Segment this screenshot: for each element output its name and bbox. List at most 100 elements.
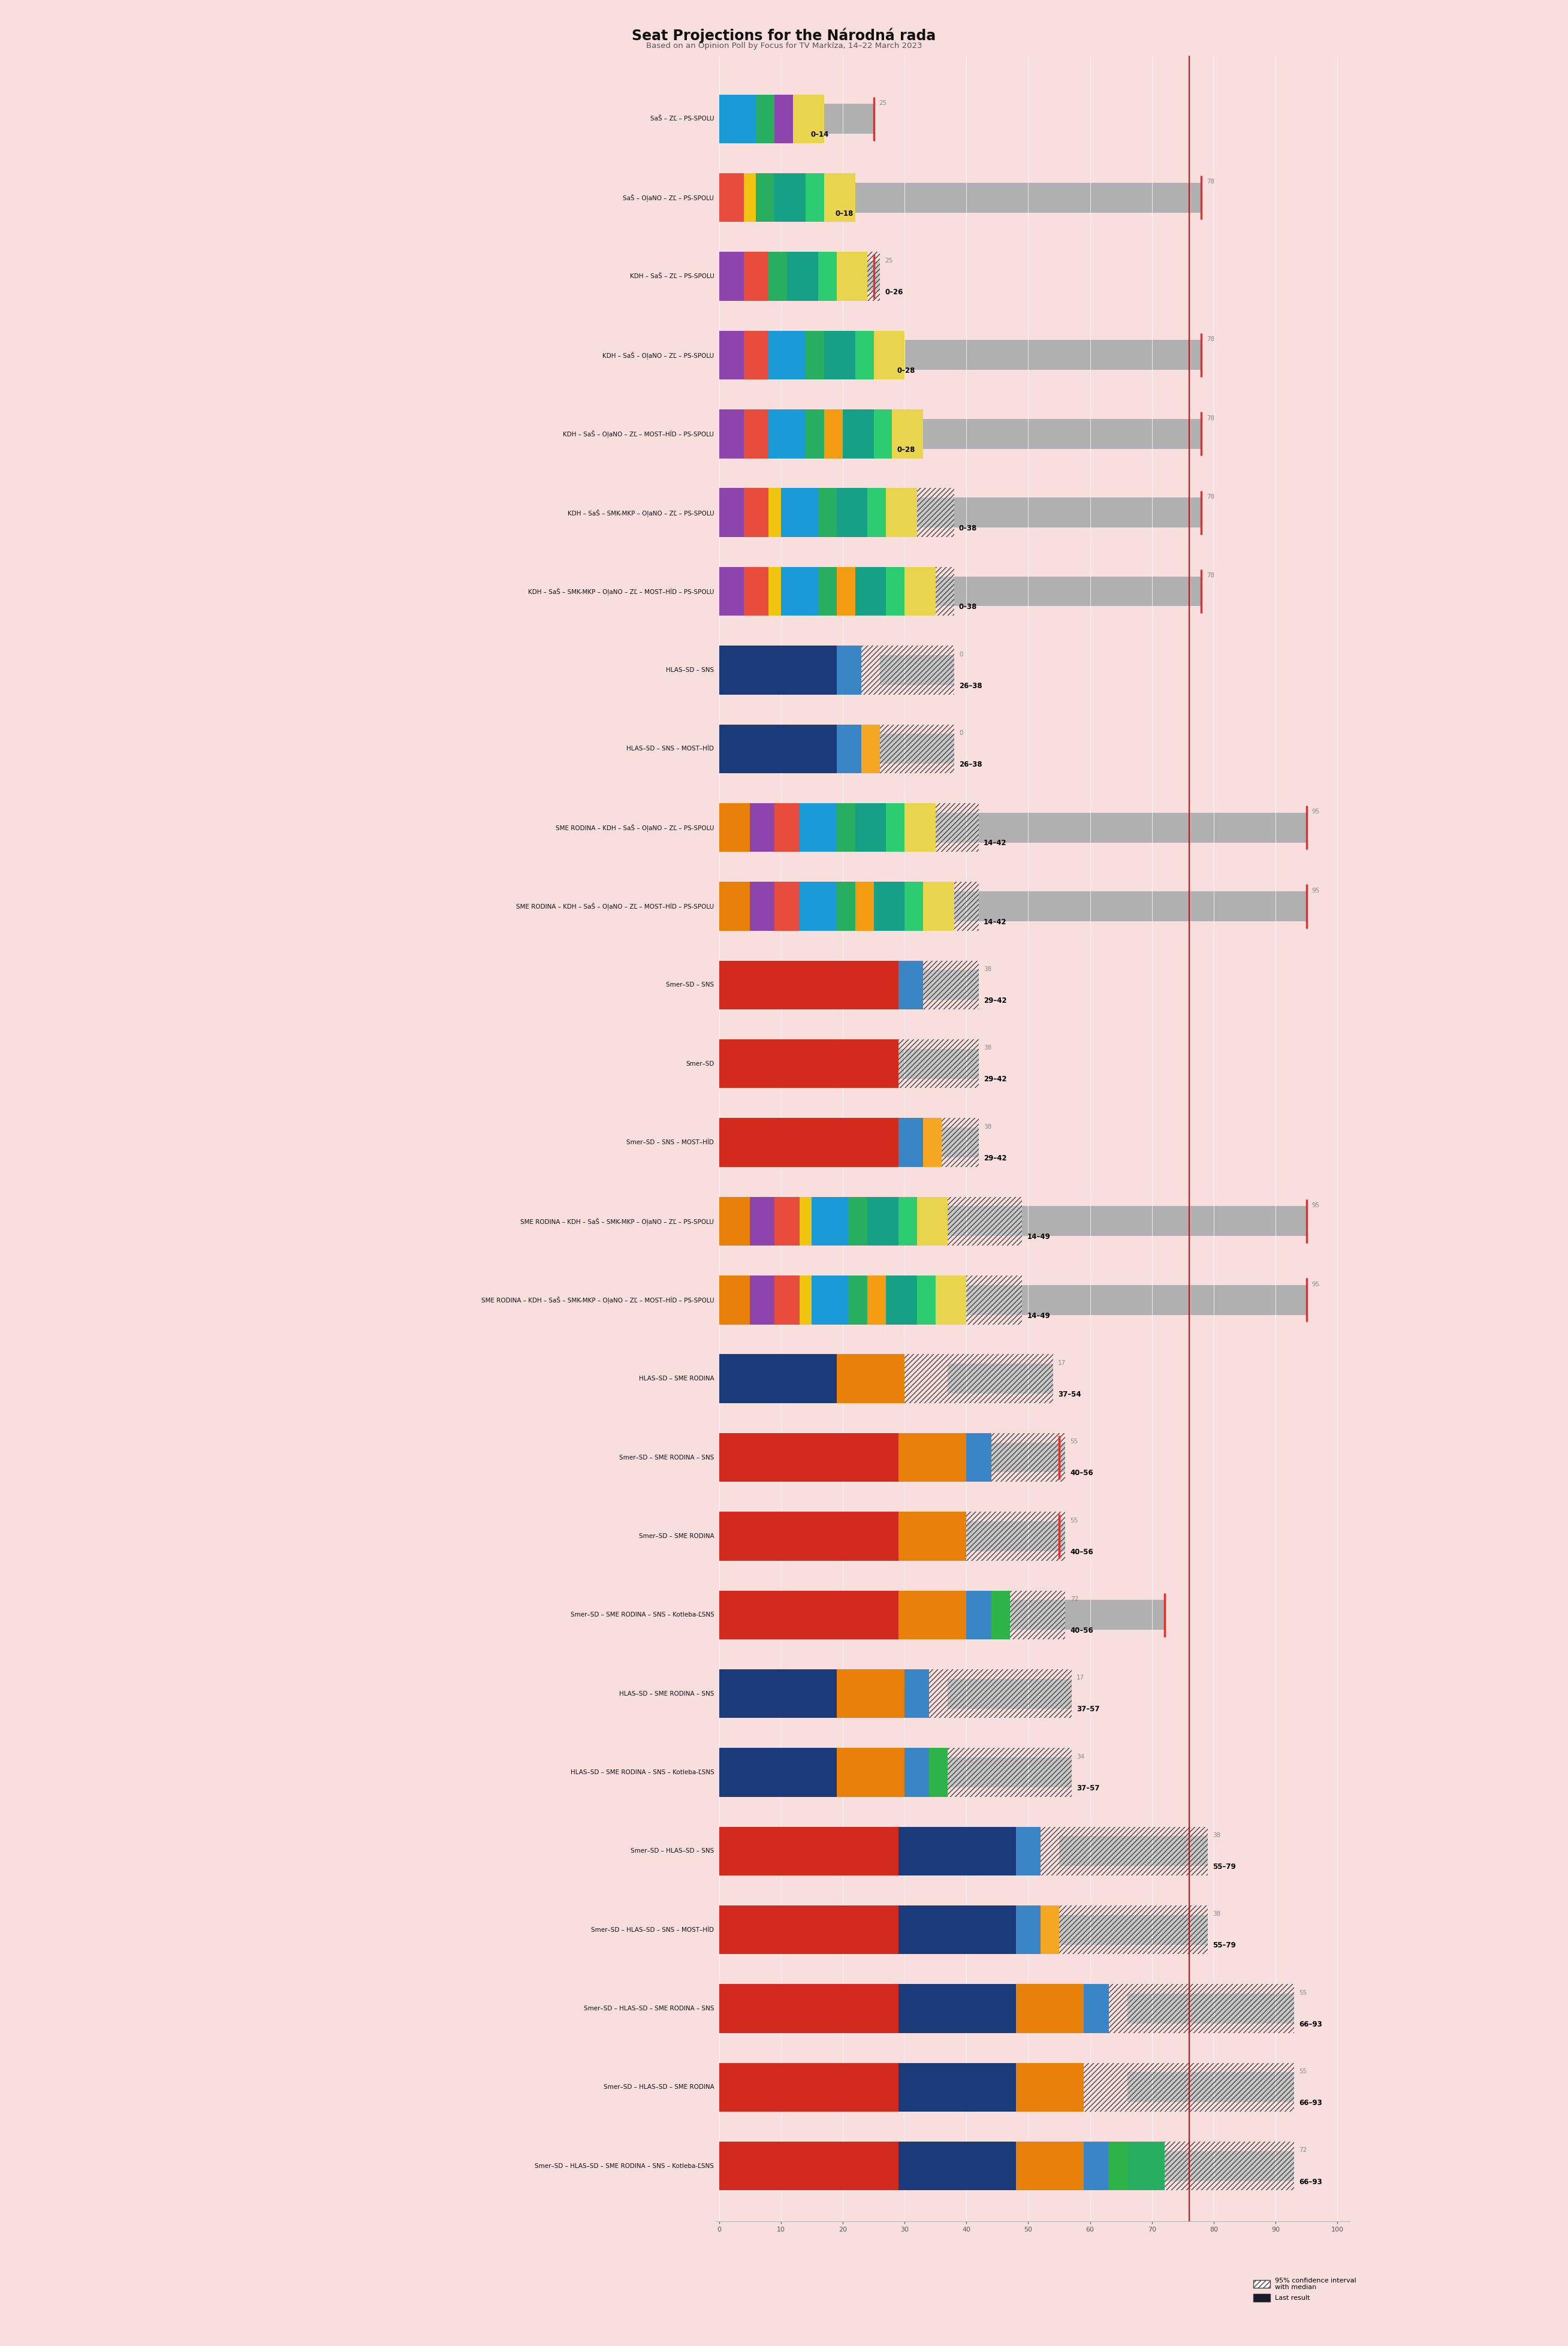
- Bar: [1109, 2142, 1127, 2191]
- Text: 55–79: 55–79: [1212, 1863, 1236, 1870]
- Bar: [720, 960, 898, 1009]
- Bar: [855, 568, 886, 615]
- Text: 78: 78: [1206, 415, 1214, 420]
- Bar: [720, 340, 892, 371]
- Text: HLAS–SD – SNS: HLAS–SD – SNS: [666, 666, 713, 673]
- Text: 0–38: 0–38: [960, 603, 977, 610]
- Text: 55: 55: [1071, 1518, 1079, 1523]
- Bar: [836, 1670, 905, 1717]
- Bar: [880, 734, 953, 765]
- Text: 25: 25: [878, 101, 886, 106]
- Bar: [886, 568, 905, 615]
- Bar: [898, 2062, 1016, 2111]
- Text: 78: 78: [1206, 178, 1214, 185]
- Text: KDH – SaŠ – SMK-MKP – OļaNO – ZĽ – PS-SPOLU: KDH – SaŠ – SMK-MKP – OļaNO – ZĽ – PS-SP…: [568, 509, 713, 516]
- Text: 95: 95: [1311, 809, 1319, 814]
- Bar: [720, 725, 836, 774]
- Text: Smer–SD – HLAS–SD – SME RODINA – SNS – Kotleba-ĽSNS: Smer–SD – HLAS–SD – SME RODINA – SNS – K…: [535, 2163, 713, 2170]
- Bar: [898, 2142, 1016, 2191]
- Bar: [800, 1276, 812, 1325]
- Bar: [750, 802, 775, 852]
- Bar: [720, 497, 953, 528]
- Text: 55: 55: [1300, 1989, 1308, 1996]
- Bar: [720, 411, 743, 457]
- Text: SME RODINA – KDH – SaŠ – SMK-MKP – OļaNO – ZĽ – PS-SPOLU: SME RODINA – KDH – SaŠ – SMK-MKP – OļaNO…: [521, 1218, 713, 1225]
- Bar: [898, 1039, 978, 1089]
- Bar: [930, 1748, 947, 1797]
- Text: 34: 34: [1077, 1752, 1085, 1759]
- Text: 37–57: 37–57: [1077, 1706, 1099, 1713]
- Bar: [775, 174, 806, 223]
- Bar: [836, 802, 855, 852]
- Bar: [991, 1433, 1065, 1483]
- Bar: [818, 568, 836, 615]
- Bar: [720, 1905, 898, 1954]
- Text: 95: 95: [1311, 887, 1319, 894]
- Bar: [924, 1119, 942, 1166]
- Bar: [1016, 1985, 1083, 2034]
- Text: Smer–SD – SME RODINA – SNS – Kotleba-ĽSNS: Smer–SD – SME RODINA – SNS – Kotleba-ĽSN…: [571, 1612, 713, 1619]
- Bar: [720, 568, 743, 615]
- Bar: [720, 488, 743, 537]
- Bar: [806, 1206, 1022, 1236]
- Text: 0: 0: [960, 652, 963, 657]
- Bar: [743, 331, 768, 380]
- Bar: [905, 882, 924, 931]
- Bar: [800, 1196, 812, 1246]
- Bar: [898, 969, 978, 999]
- Bar: [1022, 1206, 1306, 1236]
- Bar: [966, 1433, 991, 1483]
- Text: 0–14: 0–14: [811, 131, 829, 138]
- Bar: [966, 1443, 1065, 1473]
- Bar: [720, 251, 743, 300]
- Bar: [1127, 2072, 1294, 2102]
- Bar: [743, 411, 768, 457]
- Bar: [936, 802, 978, 852]
- Bar: [953, 497, 1201, 528]
- Bar: [812, 1276, 848, 1325]
- Text: 17: 17: [1077, 1675, 1085, 1680]
- Text: 29–42: 29–42: [983, 1074, 1007, 1084]
- Text: 40–56: 40–56: [1071, 1469, 1093, 1478]
- Legend: 95% confidence interval
with median, Last result: 95% confidence interval with median, Las…: [1251, 2276, 1359, 2304]
- Text: 37–57: 37–57: [1077, 1785, 1099, 1792]
- Bar: [720, 1985, 898, 2034]
- Text: 14–42: 14–42: [983, 917, 1007, 927]
- Text: Smer–SD – SNS: Smer–SD – SNS: [666, 983, 713, 988]
- Bar: [947, 1363, 1054, 1394]
- Text: 38: 38: [983, 1124, 991, 1131]
- Text: 66–93: 66–93: [1300, 2177, 1322, 2186]
- Bar: [898, 1591, 966, 1640]
- Bar: [930, 1670, 1071, 1717]
- Bar: [905, 1670, 930, 1717]
- Bar: [825, 331, 855, 380]
- Text: 25: 25: [884, 258, 892, 263]
- Text: Smer–SD – HLAS–SD – SNS – MOST–HÍD: Smer–SD – HLAS–SD – SNS – MOST–HÍD: [591, 1926, 713, 1933]
- Text: 0–28: 0–28: [897, 446, 916, 453]
- Bar: [720, 1433, 898, 1483]
- Bar: [991, 1591, 1010, 1640]
- Text: Seat Projections for the Národná rada: Seat Projections for the Národná rada: [632, 28, 936, 45]
- Bar: [720, 1354, 836, 1403]
- Bar: [836, 1748, 905, 1797]
- Bar: [947, 1196, 1022, 1246]
- Bar: [836, 251, 867, 300]
- Bar: [825, 174, 855, 223]
- Text: 29–42: 29–42: [983, 1154, 1007, 1161]
- Bar: [1058, 1914, 1207, 1945]
- Bar: [880, 655, 953, 685]
- Bar: [806, 411, 825, 457]
- Text: 66–93: 66–93: [1300, 2100, 1322, 2107]
- Bar: [768, 411, 806, 457]
- Bar: [892, 420, 1201, 448]
- Bar: [898, 1128, 978, 1157]
- Bar: [720, 577, 953, 605]
- Bar: [836, 725, 861, 774]
- Text: SaŠ – ZĽ – PS-SPOLU: SaŠ – ZĽ – PS-SPOLU: [651, 115, 713, 122]
- Bar: [1165, 2142, 1294, 2191]
- Bar: [873, 331, 905, 380]
- Bar: [818, 251, 836, 300]
- Bar: [1083, 2062, 1294, 2111]
- Bar: [775, 882, 800, 931]
- Text: Smer–SD – SME RODINA – SNS: Smer–SD – SME RODINA – SNS: [619, 1455, 713, 1462]
